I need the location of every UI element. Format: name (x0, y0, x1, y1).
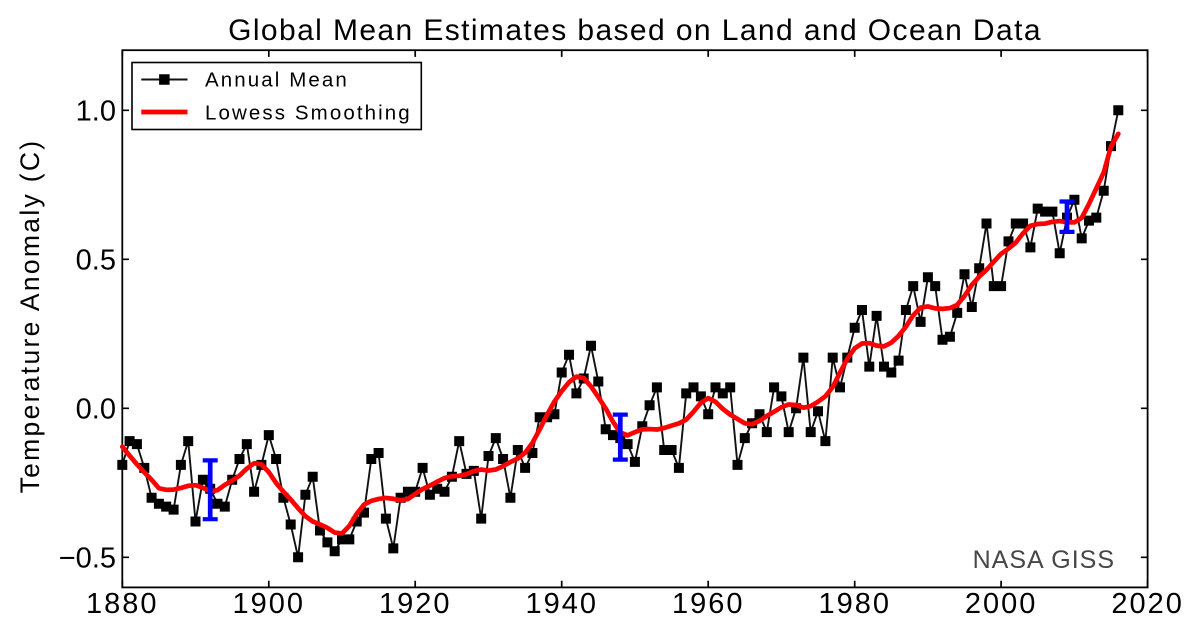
svg-text:0.5: 0.5 (76, 244, 116, 276)
svg-text:Global Mean Estimates based on: Global Mean Estimates based on Land and … (228, 14, 1042, 47)
svg-text:1980: 1980 (818, 588, 891, 620)
svg-text:Lowess Smoothing: Lowess Smoothing (205, 101, 412, 124)
svg-text:1.0: 1.0 (76, 95, 116, 127)
svg-text:2000: 2000 (965, 588, 1038, 620)
svg-text:Temperature Anomaly (C): Temperature Anomaly (C) (15, 139, 45, 494)
svg-text:NASA GISS: NASA GISS (973, 546, 1115, 574)
svg-text:1960: 1960 (672, 588, 745, 620)
svg-text:1920: 1920 (379, 588, 452, 620)
svg-text:0.0: 0.0 (76, 393, 116, 425)
svg-text:1880: 1880 (86, 588, 159, 620)
svg-text:Annual Mean: Annual Mean (205, 69, 349, 92)
svg-text:−0.5: −0.5 (59, 542, 116, 574)
svg-text:2020: 2020 (1111, 588, 1184, 620)
svg-text:1940: 1940 (525, 588, 598, 620)
svg-text:1900: 1900 (233, 588, 306, 620)
